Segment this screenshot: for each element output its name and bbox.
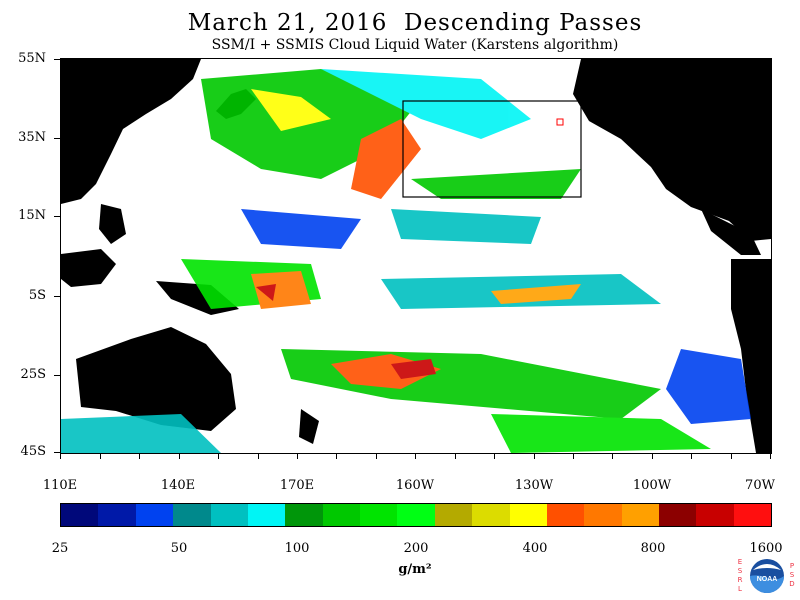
- colorbar-label: 50: [170, 541, 188, 556]
- colorbar-segment: [98, 504, 136, 526]
- lon-label-160w: 160W: [395, 478, 435, 493]
- colorbar-segment: [472, 504, 510, 526]
- lon-label-70w: 70W: [745, 478, 775, 493]
- lon-tick: [297, 453, 298, 459]
- colorbar-segment: [659, 504, 697, 526]
- colorbar-segment: [584, 504, 622, 526]
- colorbar-segment: [434, 504, 473, 526]
- lat-tick: [54, 138, 60, 139]
- colorbar-label: 100: [284, 541, 310, 556]
- lon-tick: [100, 453, 101, 459]
- lon-tick: [336, 453, 337, 459]
- colorbar-segment: [397, 504, 435, 526]
- lon-tick: [60, 453, 61, 459]
- colorbar-label: 25: [51, 541, 69, 556]
- land-layer: [61, 59, 771, 453]
- region-box: [402, 100, 582, 198]
- land-centralamerica: [701, 209, 761, 255]
- lon-tick: [258, 453, 259, 459]
- land-australia: [76, 327, 236, 431]
- colorbar-segment: [173, 504, 211, 526]
- lat-label-35n: 35N: [18, 130, 46, 145]
- colorbar-label: 1600: [749, 541, 783, 556]
- lat-tick: [54, 296, 60, 297]
- land-asia: [61, 59, 201, 204]
- lon-tick: [731, 453, 732, 459]
- lat-tick: [54, 452, 60, 453]
- lon-tick: [376, 453, 377, 459]
- colorbar-segment: [210, 504, 248, 526]
- lon-label-170e: 170E: [279, 478, 315, 493]
- logo-name: NOAA: [757, 576, 778, 583]
- lon-tick: [415, 453, 416, 459]
- lon-tick: [139, 453, 140, 459]
- lon-label-140e: 140E: [160, 478, 196, 493]
- colorbar-segment: [322, 504, 360, 526]
- map-title: March 21, 2016 Descending Passes: [187, 10, 643, 36]
- colorbar-segment: [247, 504, 286, 526]
- lon-tick: [534, 453, 535, 459]
- lon-tick: [691, 453, 692, 459]
- lon-tick: [179, 453, 180, 459]
- land-southamerica: [731, 259, 771, 453]
- colorbar-segment: [285, 504, 323, 526]
- colorbar-segment: [61, 504, 99, 526]
- colorbar-segment: [546, 504, 585, 526]
- colorbar-label: 400: [522, 541, 548, 556]
- region-box-marker: [556, 118, 564, 126]
- lon-tick: [770, 453, 771, 459]
- noaa-logo-icon: NOAA: [750, 559, 784, 593]
- colorbar-label: 800: [640, 541, 666, 556]
- land-northamerica: [573, 59, 771, 241]
- colorbar-segment: [621, 504, 659, 526]
- land-philippines: [99, 204, 126, 244]
- lat-tick: [54, 216, 60, 217]
- land-borneo: [61, 249, 116, 287]
- colorbar-label: 200: [403, 541, 429, 556]
- colorbar-units: g/m²: [398, 562, 432, 577]
- lat-tick: [54, 59, 60, 60]
- map-panel: [60, 58, 772, 454]
- lon-tick: [612, 453, 613, 459]
- lat-label-25s: 25S: [20, 367, 46, 382]
- lon-tick: [455, 453, 456, 459]
- land-newzealand: [299, 409, 319, 444]
- lat-tick: [54, 375, 60, 376]
- colorbar-segment: [733, 504, 772, 526]
- map-canvas: [61, 59, 771, 453]
- lat-label-15n: 15N: [18, 208, 46, 223]
- lon-tick: [494, 453, 495, 459]
- colorbar: [60, 503, 772, 527]
- colorbar-segment: [509, 504, 547, 526]
- map-subtitle: SSM/I + SSMIS Cloud Liquid Water (Karste…: [211, 37, 619, 53]
- cloud-layer: [61, 69, 751, 453]
- colorbar-segment: [360, 504, 398, 526]
- lon-label-110e: 110E: [42, 478, 78, 493]
- lat-label-5s: 5S: [28, 288, 46, 303]
- colorbar-segment: [135, 504, 174, 526]
- lon-tick: [573, 453, 574, 459]
- lat-label-45s: 45S: [20, 444, 46, 459]
- lon-tick: [652, 453, 653, 459]
- lon-label-130w: 130W: [514, 478, 554, 493]
- lon-tick: [218, 453, 219, 459]
- lat-label-55n: 55N: [18, 51, 46, 66]
- lon-label-100w: 100W: [632, 478, 672, 493]
- colorbar-segment: [696, 504, 734, 526]
